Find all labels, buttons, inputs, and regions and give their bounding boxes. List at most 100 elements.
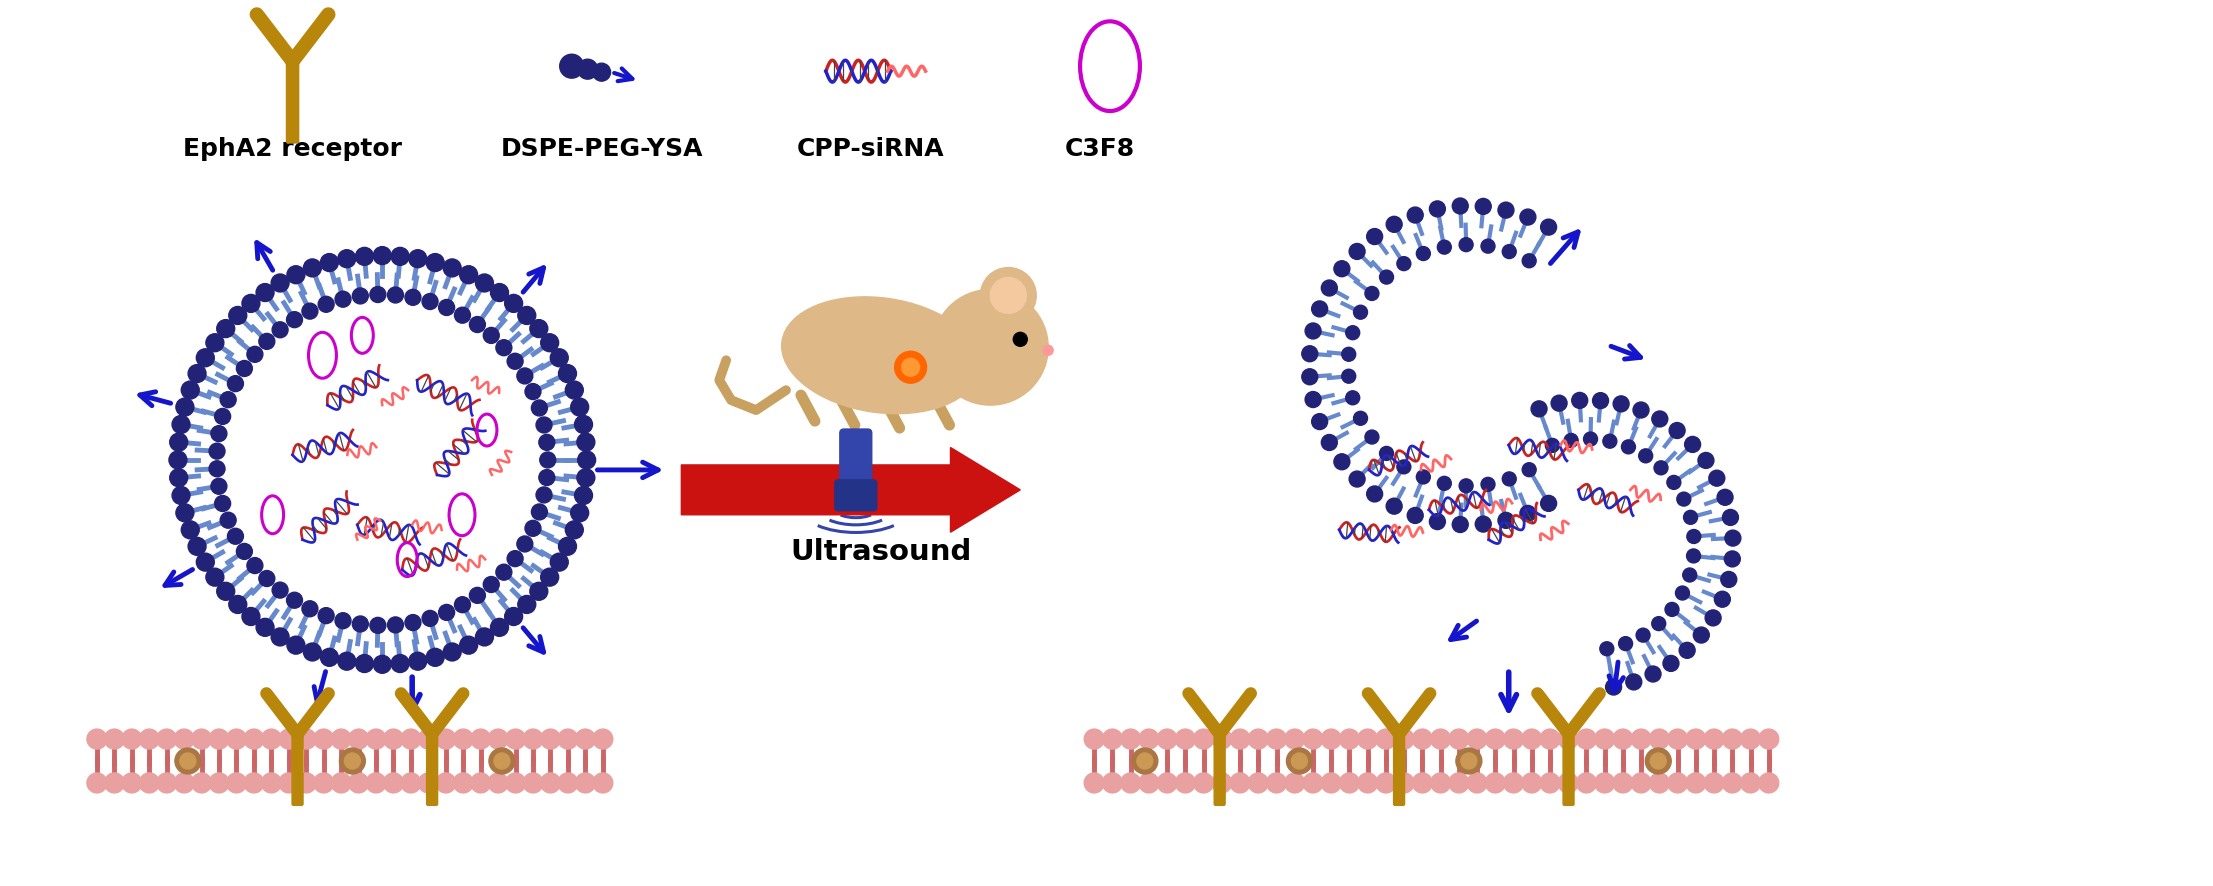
Circle shape (1365, 286, 1379, 300)
Circle shape (1458, 478, 1474, 493)
Circle shape (179, 753, 197, 769)
Circle shape (219, 392, 237, 408)
Circle shape (1430, 201, 1445, 217)
Circle shape (1638, 449, 1653, 462)
Circle shape (1498, 202, 1514, 218)
Circle shape (571, 398, 589, 416)
Circle shape (1213, 729, 1233, 749)
Circle shape (558, 365, 575, 383)
Circle shape (188, 365, 206, 383)
Circle shape (536, 417, 551, 433)
Circle shape (558, 537, 575, 556)
Circle shape (460, 266, 478, 284)
Circle shape (1266, 729, 1286, 749)
Circle shape (1359, 729, 1379, 749)
Circle shape (1430, 729, 1450, 749)
Circle shape (1120, 773, 1140, 793)
Circle shape (491, 618, 509, 636)
Circle shape (1396, 257, 1412, 270)
Circle shape (345, 753, 361, 769)
Circle shape (593, 729, 613, 749)
Circle shape (339, 250, 356, 268)
Circle shape (518, 368, 533, 384)
Circle shape (575, 729, 595, 749)
Circle shape (285, 592, 303, 608)
Circle shape (387, 287, 403, 303)
Circle shape (522, 729, 542, 749)
Circle shape (491, 284, 509, 301)
Circle shape (1523, 253, 1536, 268)
Circle shape (321, 649, 339, 666)
Circle shape (383, 729, 403, 749)
Circle shape (1485, 729, 1505, 749)
Circle shape (1669, 729, 1689, 749)
Circle shape (1248, 773, 1268, 793)
Circle shape (332, 773, 352, 793)
Circle shape (1523, 462, 1536, 477)
Circle shape (1669, 773, 1689, 793)
Text: DSPE-PEG-YSA: DSPE-PEG-YSA (500, 137, 704, 161)
Circle shape (1301, 346, 1317, 361)
Circle shape (1175, 729, 1195, 749)
Circle shape (1346, 391, 1359, 405)
Circle shape (571, 504, 589, 522)
Circle shape (206, 568, 224, 587)
FancyBboxPatch shape (285, 59, 299, 143)
Circle shape (1531, 400, 1547, 416)
Circle shape (1385, 498, 1403, 514)
Circle shape (1724, 530, 1742, 546)
Circle shape (1742, 729, 1762, 749)
Circle shape (1334, 454, 1350, 470)
Circle shape (423, 610, 438, 626)
Circle shape (243, 773, 263, 793)
Circle shape (170, 469, 188, 486)
Circle shape (427, 253, 445, 271)
Circle shape (518, 307, 536, 324)
Circle shape (1321, 729, 1341, 749)
Circle shape (210, 425, 228, 441)
Circle shape (1722, 773, 1742, 793)
Circle shape (374, 246, 392, 265)
Circle shape (86, 729, 106, 749)
Circle shape (1193, 729, 1213, 749)
Circle shape (518, 536, 533, 552)
Circle shape (1651, 411, 1669, 427)
Circle shape (1644, 748, 1671, 774)
Circle shape (168, 451, 186, 469)
Circle shape (339, 652, 356, 670)
Circle shape (1456, 748, 1483, 774)
Circle shape (350, 729, 370, 749)
Circle shape (1697, 453, 1713, 469)
Circle shape (1551, 395, 1567, 411)
Circle shape (1321, 280, 1337, 296)
Circle shape (1558, 729, 1578, 749)
Circle shape (257, 284, 274, 301)
Circle shape (443, 643, 460, 661)
Circle shape (352, 288, 367, 304)
Circle shape (259, 333, 274, 349)
Circle shape (1722, 571, 1737, 587)
Circle shape (405, 615, 420, 631)
Circle shape (1680, 642, 1695, 658)
Circle shape (1686, 530, 1702, 543)
Circle shape (1565, 433, 1578, 447)
Circle shape (454, 597, 471, 613)
Circle shape (1341, 369, 1357, 383)
Circle shape (531, 400, 547, 416)
Circle shape (1157, 773, 1177, 793)
Circle shape (540, 773, 560, 793)
Circle shape (279, 773, 299, 793)
Circle shape (383, 773, 403, 793)
Circle shape (575, 486, 593, 504)
Circle shape (193, 773, 212, 793)
Circle shape (1485, 773, 1505, 793)
Circle shape (1607, 679, 1622, 695)
Circle shape (122, 773, 142, 793)
Circle shape (1339, 729, 1359, 749)
Circle shape (288, 636, 305, 654)
Circle shape (1193, 773, 1213, 793)
Circle shape (301, 601, 319, 617)
Circle shape (319, 608, 334, 624)
Circle shape (374, 656, 392, 673)
Circle shape (1312, 414, 1328, 430)
